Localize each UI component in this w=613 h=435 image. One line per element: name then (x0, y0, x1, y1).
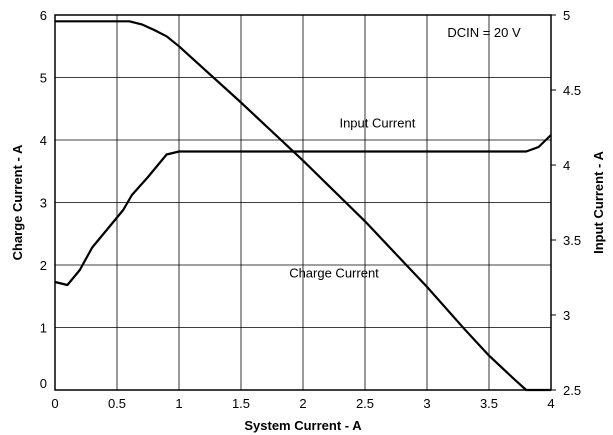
x-tick-label: 4 (547, 396, 554, 411)
left-y-tick-label: 0 (40, 376, 47, 391)
x-tick-label: 1 (175, 396, 182, 411)
left-y-tick-label: 4 (40, 133, 47, 148)
left-y-tick-label: 5 (40, 71, 47, 86)
x-tick-label: 2.5 (356, 396, 374, 411)
left-y-tick-label: 6 (40, 8, 47, 23)
series-label: Input Current (339, 116, 415, 131)
x-tick-label: 3.5 (480, 396, 498, 411)
right-y-tick-label: 3.5 (563, 233, 581, 248)
left-y-axis-title: Charge Current - A (10, 144, 25, 260)
x-tick-label: 1.5 (232, 396, 250, 411)
x-tick-label: 2 (299, 396, 306, 411)
plot-frame (54, 14, 552, 391)
right-y-tick-label: 3 (563, 308, 570, 323)
right-y-tick-label: 4.5 (563, 83, 581, 98)
x-tick-label: 0.5 (108, 396, 126, 411)
right-y-tick-label: 4 (563, 158, 570, 173)
series-line-charge-current (55, 20, 551, 392)
right-y-tick-label: 2.5 (563, 383, 581, 398)
x-tick-label: 3 (423, 396, 430, 411)
right-y-tick-label: 5 (563, 8, 570, 23)
right-y-axis-title: Input Current - A (591, 150, 606, 253)
left-y-tick-label: 1 (40, 321, 47, 336)
annotation-dcin: DCIN = 20 V (447, 25, 521, 40)
series-label: Charge Current (289, 266, 379, 281)
left-y-tick-label: 2 (40, 258, 47, 273)
x-axis-title: System Current - A (244, 418, 362, 433)
series-line-input-current (54, 134, 552, 287)
x-tick-label: 0 (51, 396, 58, 411)
left-y-tick-label: 3 (40, 196, 47, 211)
